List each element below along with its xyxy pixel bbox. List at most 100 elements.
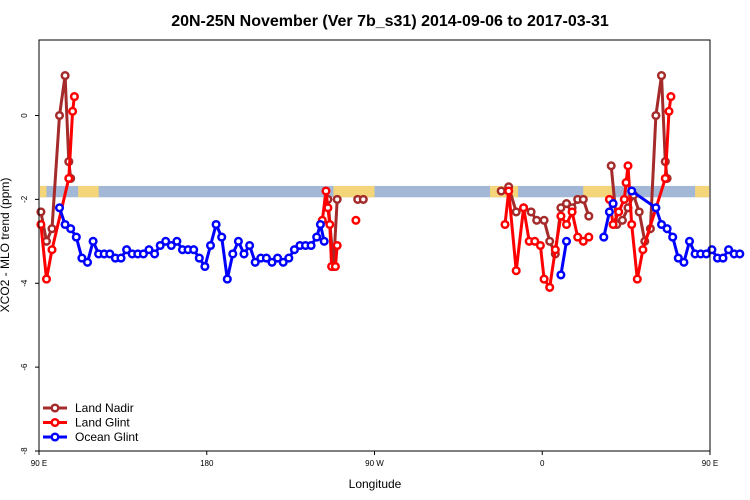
data-point xyxy=(358,194,368,204)
data-point xyxy=(312,232,322,242)
x-tick-label: 90 E xyxy=(31,459,47,468)
data-point xyxy=(205,240,216,251)
data-point xyxy=(617,215,627,225)
data-point xyxy=(511,266,521,276)
data-point xyxy=(54,110,65,121)
data-point xyxy=(166,240,176,251)
data-point xyxy=(627,186,637,196)
data-point xyxy=(724,245,734,255)
data-point xyxy=(155,240,165,251)
data-point xyxy=(319,236,329,246)
data-point xyxy=(82,257,93,267)
data-point xyxy=(604,207,614,217)
data-point xyxy=(278,257,288,267)
data-point xyxy=(60,71,70,81)
legend-swatch-marker xyxy=(50,417,60,428)
data-point xyxy=(627,219,637,230)
data-point xyxy=(664,106,674,116)
data-point xyxy=(526,207,536,217)
data-point xyxy=(217,232,227,242)
series-ocean-glint xyxy=(54,186,745,284)
data-point xyxy=(673,253,683,263)
data-point xyxy=(561,199,572,209)
data-point xyxy=(77,253,87,263)
data-point xyxy=(71,232,81,242)
data-point xyxy=(561,236,572,246)
land-band-segment xyxy=(695,185,709,198)
data-point xyxy=(735,249,745,259)
data-point xyxy=(530,236,540,246)
data-point xyxy=(556,203,566,213)
data-point xyxy=(561,219,572,230)
data-point xyxy=(69,92,79,102)
data-point xyxy=(584,211,594,221)
legend-item: Ocean Glint xyxy=(43,430,139,444)
y-tick-label: 0 xyxy=(20,113,29,118)
data-point xyxy=(511,207,521,217)
data-point xyxy=(578,236,588,246)
data-point xyxy=(306,240,316,251)
y-axis: 0 -2 -4 -6 -8 xyxy=(20,113,39,455)
data-point xyxy=(606,161,616,171)
data-point xyxy=(200,261,210,272)
land-band-segment xyxy=(78,185,99,198)
data-point xyxy=(573,232,583,242)
data-point xyxy=(194,253,204,263)
land-band-segment xyxy=(333,185,375,198)
data-point xyxy=(88,236,98,246)
legend-item: Land Nadir xyxy=(43,401,134,415)
data-point xyxy=(47,245,57,255)
data-point xyxy=(68,106,78,116)
data-point xyxy=(556,211,566,221)
legend-label: Land Glint xyxy=(75,416,130,430)
land-band-segment xyxy=(583,185,614,198)
data-point xyxy=(623,161,633,171)
y-tick-label: -8 xyxy=(20,447,29,455)
x-tick-label: 90 W xyxy=(365,459,384,468)
data-point xyxy=(64,173,74,183)
data-point xyxy=(211,219,221,230)
series-layer xyxy=(36,71,745,292)
data-point xyxy=(651,110,661,121)
data-point xyxy=(325,219,335,230)
plot-frame xyxy=(38,39,711,452)
data-point xyxy=(668,232,678,242)
series-line xyxy=(559,241,568,276)
data-point xyxy=(608,199,618,209)
data-point xyxy=(332,194,342,204)
data-point xyxy=(556,270,566,280)
series-line xyxy=(58,207,326,281)
data-point xyxy=(608,219,618,230)
data-point xyxy=(105,249,115,259)
data-point xyxy=(718,253,728,263)
data-point xyxy=(66,224,76,234)
data-point xyxy=(116,253,126,263)
y-axis-title: XCO2 - MLO trend (ppm) xyxy=(0,178,12,313)
data-point xyxy=(550,245,560,255)
legend-label: Ocean Glint xyxy=(75,430,139,444)
x-axis: 90 E 180 90 W 0 90 E xyxy=(31,451,718,468)
series-line xyxy=(503,189,590,289)
data-point xyxy=(233,236,243,246)
data-point xyxy=(330,261,340,272)
data-point xyxy=(332,240,342,251)
y-tick-label: -6 xyxy=(20,363,29,371)
data-point xyxy=(539,274,549,284)
data-point xyxy=(638,245,648,255)
x-tick-label: 180 xyxy=(200,459,214,468)
data-point xyxy=(122,245,132,255)
data-point xyxy=(267,257,277,267)
legend-swatch-marker xyxy=(50,403,60,413)
data-point xyxy=(614,207,624,217)
data-point xyxy=(500,219,510,230)
data-point xyxy=(567,207,577,217)
y-tick-label: -2 xyxy=(20,195,29,203)
data-point xyxy=(138,249,148,259)
legend-swatch-marker xyxy=(50,432,60,442)
data-point xyxy=(632,274,642,284)
data-point xyxy=(189,245,199,255)
data-point xyxy=(621,178,631,188)
data-point xyxy=(545,282,555,292)
